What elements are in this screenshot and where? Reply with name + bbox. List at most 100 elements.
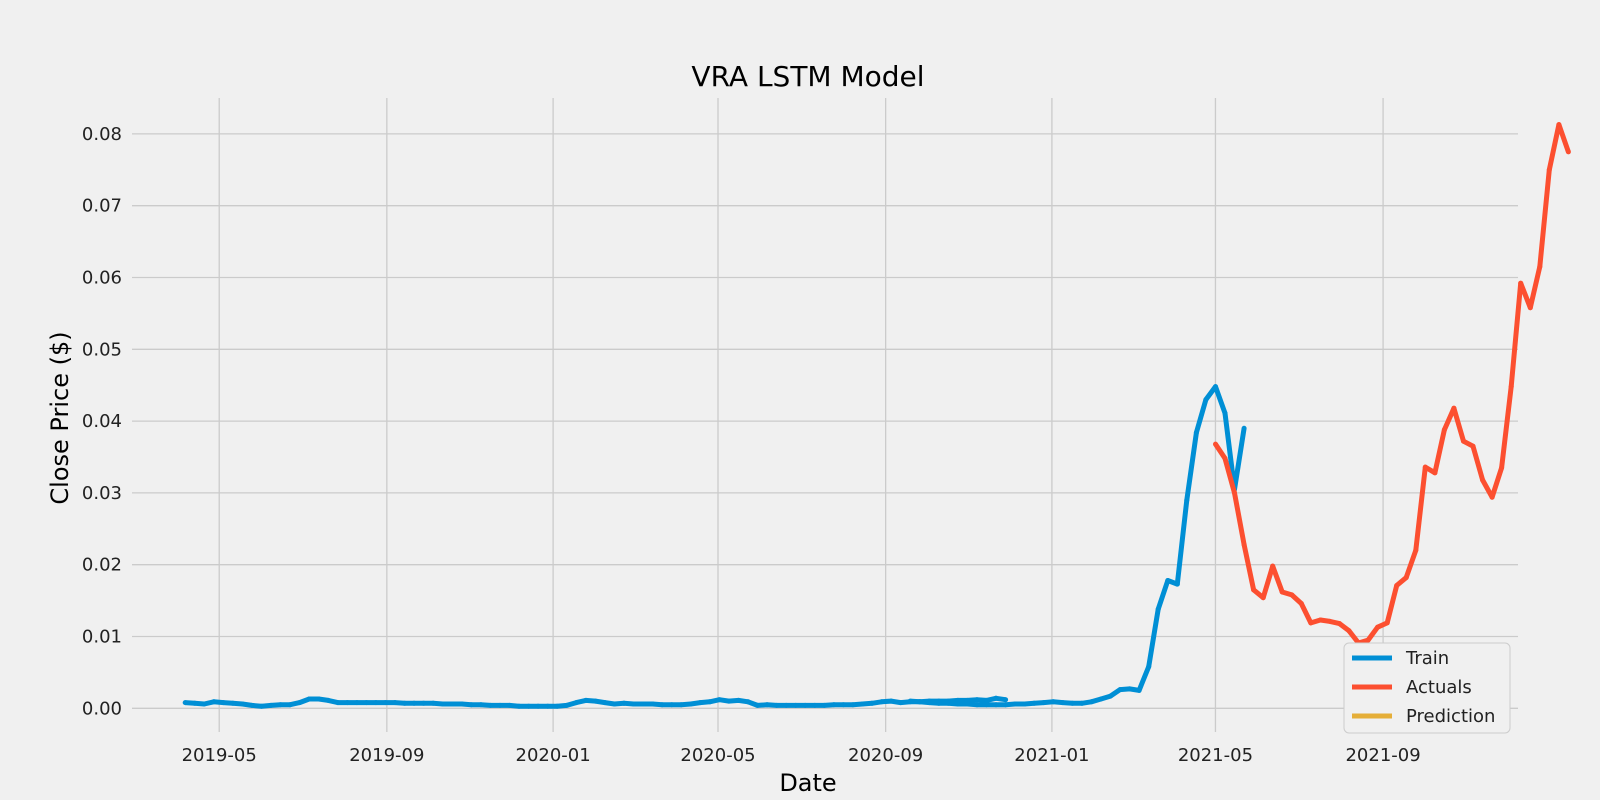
x-tick-label: 2020-09 [848, 745, 923, 766]
data-point-train [669, 702, 675, 708]
data-point-actuals [1365, 637, 1371, 643]
data-point-train [1203, 397, 1209, 403]
data-point-train [678, 702, 684, 708]
data-point-train [793, 702, 799, 708]
data-point-actuals [1279, 589, 1285, 595]
data-point-train [1108, 693, 1113, 699]
data-point-train [726, 698, 732, 704]
data-point-actuals [1232, 490, 1237, 496]
data-point-train [1003, 697, 1009, 703]
data-point-actuals [1260, 595, 1266, 601]
data-point-train [736, 697, 741, 703]
data-point-train [621, 700, 627, 706]
data-point-actuals [1337, 621, 1342, 627]
data-point-train [611, 701, 617, 707]
data-point-train [306, 696, 312, 702]
data-point-train [650, 701, 656, 707]
data-point-train [392, 700, 398, 706]
data-point-train [268, 702, 274, 708]
data-point-train [1127, 686, 1133, 692]
data-point-train [411, 700, 417, 706]
data-point-train [764, 702, 770, 708]
data-point-actuals [1565, 149, 1571, 155]
data-point-train [974, 702, 980, 708]
data-point-train [631, 701, 636, 707]
data-point-train [239, 701, 245, 707]
data-point-actuals [1317, 617, 1323, 623]
data-point-train [1050, 699, 1056, 705]
data-point-actuals [1308, 620, 1314, 626]
data-point-actuals [1518, 280, 1524, 286]
x-tick-labels: 2019-05 2019-09 2020-01 2020-05 2020-09 2021-… [182, 745, 1421, 766]
data-point-train [850, 702, 856, 708]
data-point-actuals [1489, 494, 1495, 500]
data-point-actuals [1441, 427, 1447, 433]
y-tick-label: 0.08 [82, 124, 122, 145]
data-point-train [888, 698, 894, 704]
data-point-train [335, 700, 341, 706]
data-point-actuals [1222, 455, 1228, 461]
data-point-train [984, 702, 989, 708]
data-point-actuals [1556, 122, 1562, 128]
data-point-train [440, 701, 446, 707]
data-point-train [478, 702, 484, 708]
data-point-train [287, 702, 293, 708]
data-point-train [430, 700, 436, 706]
data-point-train [507, 702, 512, 708]
data-point-train [297, 700, 303, 706]
y-tick-label: 0.02 [82, 555, 122, 576]
data-point-train [211, 699, 217, 705]
data-point-train [860, 701, 865, 707]
y-tick-label: 0.01 [82, 627, 122, 648]
x-tick-label: 2021-05 [1178, 745, 1253, 766]
data-point-train [879, 699, 885, 705]
data-point-train [278, 702, 283, 708]
x-tick-label: 2021-01 [1014, 745, 1089, 766]
data-point-train [1174, 581, 1180, 587]
data-point-actuals [1375, 624, 1381, 630]
chart-title: VRA LSTM Model [691, 60, 924, 93]
x-tick-label: 2020-01 [516, 745, 591, 766]
data-point-train [869, 700, 875, 706]
data-point-train [573, 700, 579, 706]
data-point-train [564, 702, 570, 708]
legend-label-actuals: Actuals [1406, 677, 1472, 698]
data-point-train [831, 702, 837, 708]
data-point-train [640, 701, 646, 707]
data-point-train [821, 702, 827, 708]
data-point-train [459, 701, 465, 707]
data-point-train [812, 702, 818, 708]
data-point-train [1088, 699, 1094, 705]
data-point-train [774, 702, 780, 708]
data-point-train [1003, 702, 1009, 708]
data-point-train [421, 700, 427, 706]
data-point-train [192, 700, 198, 706]
data-point-train [964, 701, 970, 707]
y-tick-label: 0.07 [82, 196, 122, 217]
data-point-train [917, 699, 923, 705]
data-point-train [755, 702, 760, 708]
data-point-train [783, 702, 789, 708]
data-point-actuals [1289, 592, 1295, 598]
data-point-actuals [1537, 264, 1543, 270]
data-point-train [955, 701, 961, 707]
data-point-train [554, 703, 560, 709]
data-point-train [840, 702, 846, 708]
data-point-train [1241, 425, 1247, 431]
data-point-train [1222, 410, 1228, 416]
data-point-actuals [1546, 167, 1552, 173]
data-point-train [230, 700, 236, 706]
x-tick-label: 2021-09 [1345, 745, 1420, 766]
y-tick-label: 0.05 [82, 339, 122, 360]
data-point-train [487, 702, 493, 708]
data-point-train [936, 700, 942, 706]
data-point-train [325, 697, 331, 703]
data-point-train [354, 700, 360, 706]
data-point-train [926, 700, 932, 706]
data-point-train [688, 701, 694, 707]
data-point-train [697, 700, 703, 706]
data-point-train [497, 702, 503, 708]
data-point-train [1193, 430, 1199, 436]
data-point-train [468, 702, 474, 708]
